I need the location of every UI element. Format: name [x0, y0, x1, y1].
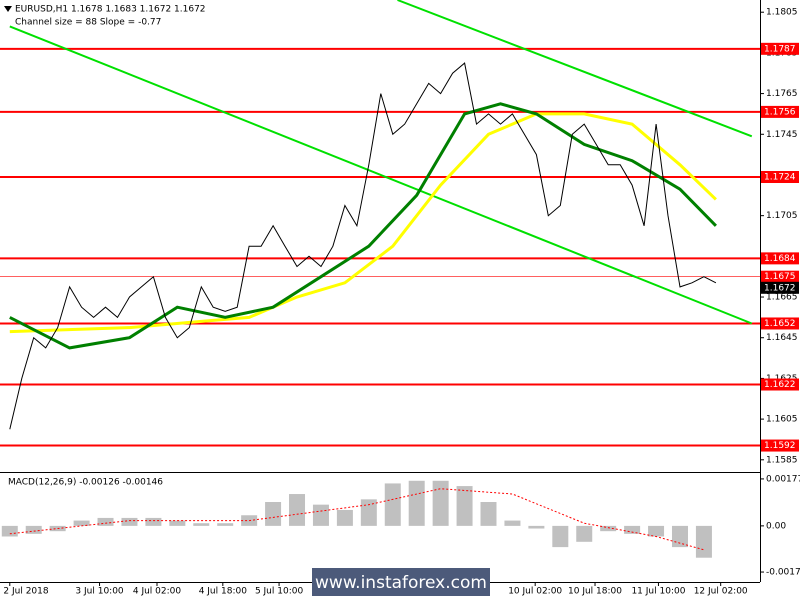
watermark-box — [312, 568, 490, 596]
level-label-box — [761, 171, 799, 183]
macd-bar — [695, 525, 712, 558]
level-label-box — [761, 42, 799, 55]
macd-bar — [265, 502, 282, 526]
macd-plot — [1, 480, 712, 558]
price-line — [9, 62, 717, 430]
y-tick-label: 1.1665 — [766, 293, 798, 303]
y-tick-label: 0.00177 — [766, 474, 800, 484]
menu-triangle — [4, 6, 12, 12]
moving-average — [9, 102, 717, 350]
moving-average — [9, 112, 717, 334]
macd-bar — [624, 525, 641, 534]
macd-bar — [576, 525, 593, 542]
macd-bar — [145, 517, 162, 526]
y-tick-label: -0.00174 — [766, 568, 800, 578]
level-label: 1.1592 — [764, 441, 796, 451]
macd-bar — [528, 525, 545, 529]
level-label-box — [761, 378, 799, 391]
main-plot — [0, 0, 760, 447]
macd-bar — [671, 525, 688, 548]
ask-label-box — [761, 270, 799, 283]
level-label-box — [761, 439, 799, 452]
y-tick-label: 1.1765 — [766, 89, 798, 99]
x-tick-label: 10 Jul 02:00 — [508, 587, 562, 597]
macd-bar — [217, 523, 234, 526]
macd-bar — [336, 509, 353, 526]
macd-bar — [600, 525, 617, 532]
x-tick-label: 5 Jul 10:00 — [255, 587, 304, 597]
chart-title: EURUSD,H1 1.1678 1.1683 1.1672 1.1672 — [15, 5, 206, 15]
macd-bar — [432, 480, 449, 526]
y-tick-label: 1.1585 — [766, 455, 798, 465]
macd-title: MACD(12,26,9) -0.00126 -0.00146 — [8, 478, 163, 488]
x-tick-label: 2 Jul 2018 — [3, 587, 48, 597]
level-label-box — [761, 317, 799, 330]
macd-bar — [480, 502, 497, 526]
level-label: 1.1622 — [764, 380, 796, 390]
macd-bar — [312, 504, 329, 526]
macd-bar — [648, 525, 665, 537]
macd-bar — [360, 499, 377, 526]
ask-label: 1.1675 — [764, 272, 796, 282]
y-tick-label: 1.1805 — [766, 8, 798, 18]
macd-bar — [169, 520, 186, 526]
x-tick-label: 11 Jul 10:00 — [631, 587, 685, 597]
x-tick-label: 4 Jul 02:00 — [133, 587, 182, 597]
macd-bar — [289, 494, 306, 526]
macd-bar — [384, 483, 401, 526]
watermark: www.instaforex.com — [315, 573, 487, 593]
y-tick-label: 1.1705 — [766, 211, 798, 221]
y-tick-label: 0.00 — [766, 521, 786, 531]
x-tick-label: 12 Jul 02:00 — [694, 587, 748, 597]
macd-bar — [25, 525, 42, 534]
overlay: EURUSD,H1 1.1678 1.1683 1.1672 1.1672 Ch… — [4, 5, 490, 596]
macd-bar — [504, 520, 521, 526]
macd-signal — [9, 488, 705, 551]
x-tick-label: 4 Jul 18:00 — [199, 587, 248, 597]
y-tick-label: 1.1745 — [766, 130, 798, 140]
macd-bar — [121, 517, 138, 526]
last-price-label: 1.1672 — [764, 283, 796, 293]
macd-bar — [193, 523, 210, 526]
level-label-box — [761, 252, 799, 265]
macd-bar — [1, 525, 18, 537]
level-label: 1.1652 — [764, 319, 796, 329]
level-label: 1.1787 — [764, 44, 796, 54]
macd-bar — [408, 480, 425, 526]
macd-bar — [97, 517, 114, 526]
last-price-box — [761, 281, 799, 294]
channel-line — [9, 25, 753, 325]
chart-subtitle: Channel size = 88 Slope = -0.77 — [15, 18, 161, 28]
y-tick-label: 1.1605 — [766, 415, 798, 425]
level-label: 1.1724 — [764, 173, 796, 183]
level-label: 1.1684 — [764, 254, 796, 264]
macd-bar — [552, 525, 569, 548]
macd-bar — [73, 520, 90, 526]
level-label: 1.1756 — [764, 107, 796, 117]
macd-bar — [456, 486, 473, 526]
channel-line — [397, 0, 753, 138]
x-tick-label: 3 Jul 10:00 — [75, 587, 124, 597]
level-label-box — [761, 105, 799, 118]
y-tick-label: 1.1645 — [766, 333, 798, 343]
x-tick-label: 10 Jul 18:00 — [568, 587, 622, 597]
